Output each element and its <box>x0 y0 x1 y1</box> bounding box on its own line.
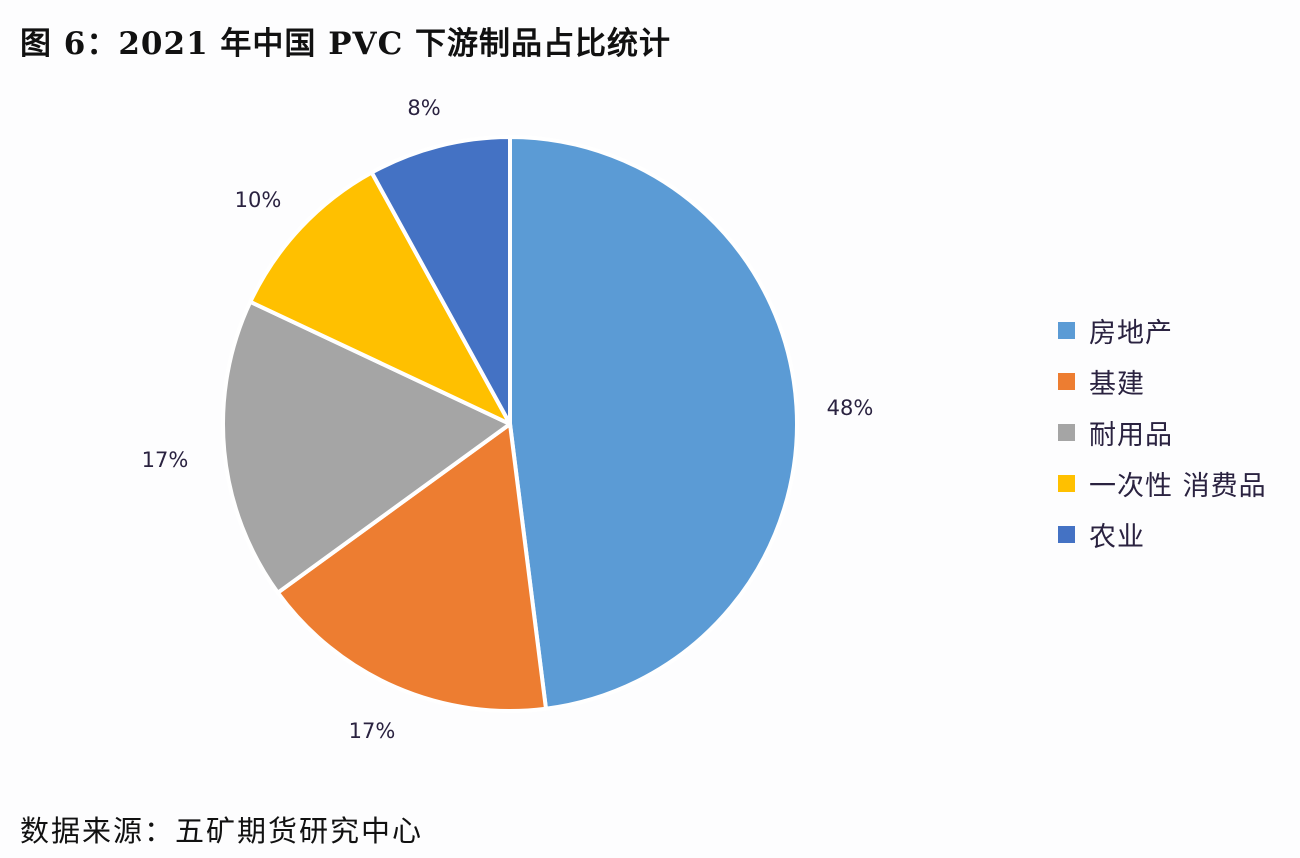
legend: 房地产 基建 耐用品 一次性 消费品 农业 <box>1058 305 1267 560</box>
pie-slice <box>508 135 799 711</box>
legend-item: 房地产 <box>1058 305 1267 356</box>
pie-slice <box>248 170 512 426</box>
legend-swatch <box>1058 373 1075 390</box>
chart-title: 图 6：2021 年中国 PVC 下游制品占比统计 <box>20 26 672 62</box>
slice-percent-label: 17% <box>349 719 396 743</box>
legend-item: 耐用品 <box>1058 407 1267 458</box>
slice-percent-label: 8% <box>407 96 440 120</box>
legend-label: 一次性 消费品 <box>1089 471 1267 502</box>
pie-slice <box>369 135 512 426</box>
legend-item: 一次性 消费品 <box>1058 458 1267 509</box>
pie-slice <box>275 422 548 713</box>
slice-percent-label: 10% <box>235 188 282 212</box>
legend-label: 农业 <box>1089 522 1145 553</box>
data-source: 数据来源：五矿期货研究中心 <box>20 814 424 848</box>
pie-slice <box>221 299 512 595</box>
pie-slices <box>221 135 799 713</box>
legend-item: 基建 <box>1058 356 1267 407</box>
legend-swatch <box>1058 322 1075 339</box>
pie-labels: 48% 17% 17% 10% 8% <box>142 96 874 743</box>
legend-item: 农业 <box>1058 509 1267 560</box>
legend-swatch <box>1058 475 1075 492</box>
slice-percent-label: 48% <box>827 396 874 420</box>
legend-label: 耐用品 <box>1089 420 1173 451</box>
slice-percent-label: 17% <box>142 448 189 472</box>
legend-swatch <box>1058 526 1075 543</box>
legend-swatch <box>1058 424 1075 441</box>
legend-label: 房地产 <box>1089 318 1173 349</box>
legend-label: 基建 <box>1089 369 1145 400</box>
